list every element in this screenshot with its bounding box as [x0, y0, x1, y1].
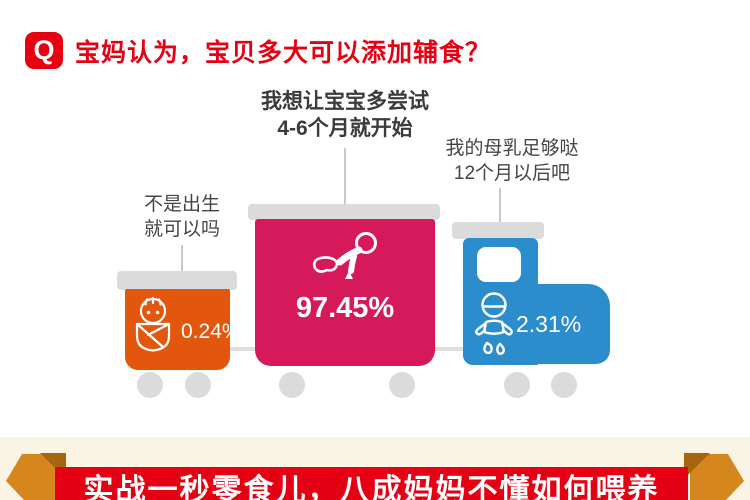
wagon-pink-wheel-left — [279, 372, 305, 398]
wagon-orange-roof — [117, 271, 237, 290]
swaddled-newborn-icon — [135, 296, 171, 352]
label-option-newborn-line1: 不是出生 — [143, 194, 220, 215]
wagon-orange-wheel-right — [185, 372, 211, 398]
label-option-4-6-months-line1: 我想让宝宝多尝试 — [261, 90, 429, 113]
callout-connector-middle — [344, 148, 346, 205]
value-newborn: 0.24% — [181, 320, 241, 343]
label-option-newborn: 不是出生 就可以吗 — [112, 192, 252, 242]
label-option-4-6-months-line2: 4-6个月就开始 — [277, 117, 413, 140]
banner-title: 实战一秒零食儿，八成妈妈不懂如何喂养 — [83, 474, 660, 500]
wagon-pink-wheel-right — [389, 372, 415, 398]
wagon-pink-roof — [248, 204, 440, 220]
question-badge-letter: Q — [33, 35, 55, 65]
wagon-orange-wheel-left — [137, 372, 163, 398]
callout-connector-right — [499, 188, 501, 224]
locomotive-body — [463, 284, 610, 364]
label-option-12-months-line2: 12个月以后吧 — [453, 163, 571, 184]
callout-connector-left — [181, 245, 183, 272]
value-4-6-months: 97.45% — [295, 292, 395, 324]
train-coupling-2 — [432, 347, 466, 351]
label-option-newborn-line2: 就可以吗 — [143, 219, 220, 240]
locomotive-wheel-right — [551, 372, 577, 398]
toddler-baby-icon — [475, 292, 513, 355]
label-option-4-6-months: 我想让宝宝多尝试 4-6个月就开始 — [225, 88, 465, 142]
locomotive-window — [477, 247, 521, 282]
value-12-months: 2.31% — [516, 311, 582, 337]
crawling-baby-icon — [312, 232, 377, 279]
locomotive-roof — [452, 222, 544, 239]
wagon-pink-body — [255, 219, 435, 366]
locomotive-wheel-left — [504, 372, 530, 398]
ribbon-banner — [6, 453, 744, 500]
question-badge: Q — [25, 32, 63, 69]
label-option-12-months-line1: 我的母乳足够哒 — [445, 138, 579, 159]
page-title: 宝妈认为，宝贝多大可以添加辅食？ — [75, 39, 492, 67]
train-coupling-1 — [228, 347, 258, 351]
label-option-12-months: 我的母乳足够哒 12个月以后吧 — [427, 136, 597, 186]
